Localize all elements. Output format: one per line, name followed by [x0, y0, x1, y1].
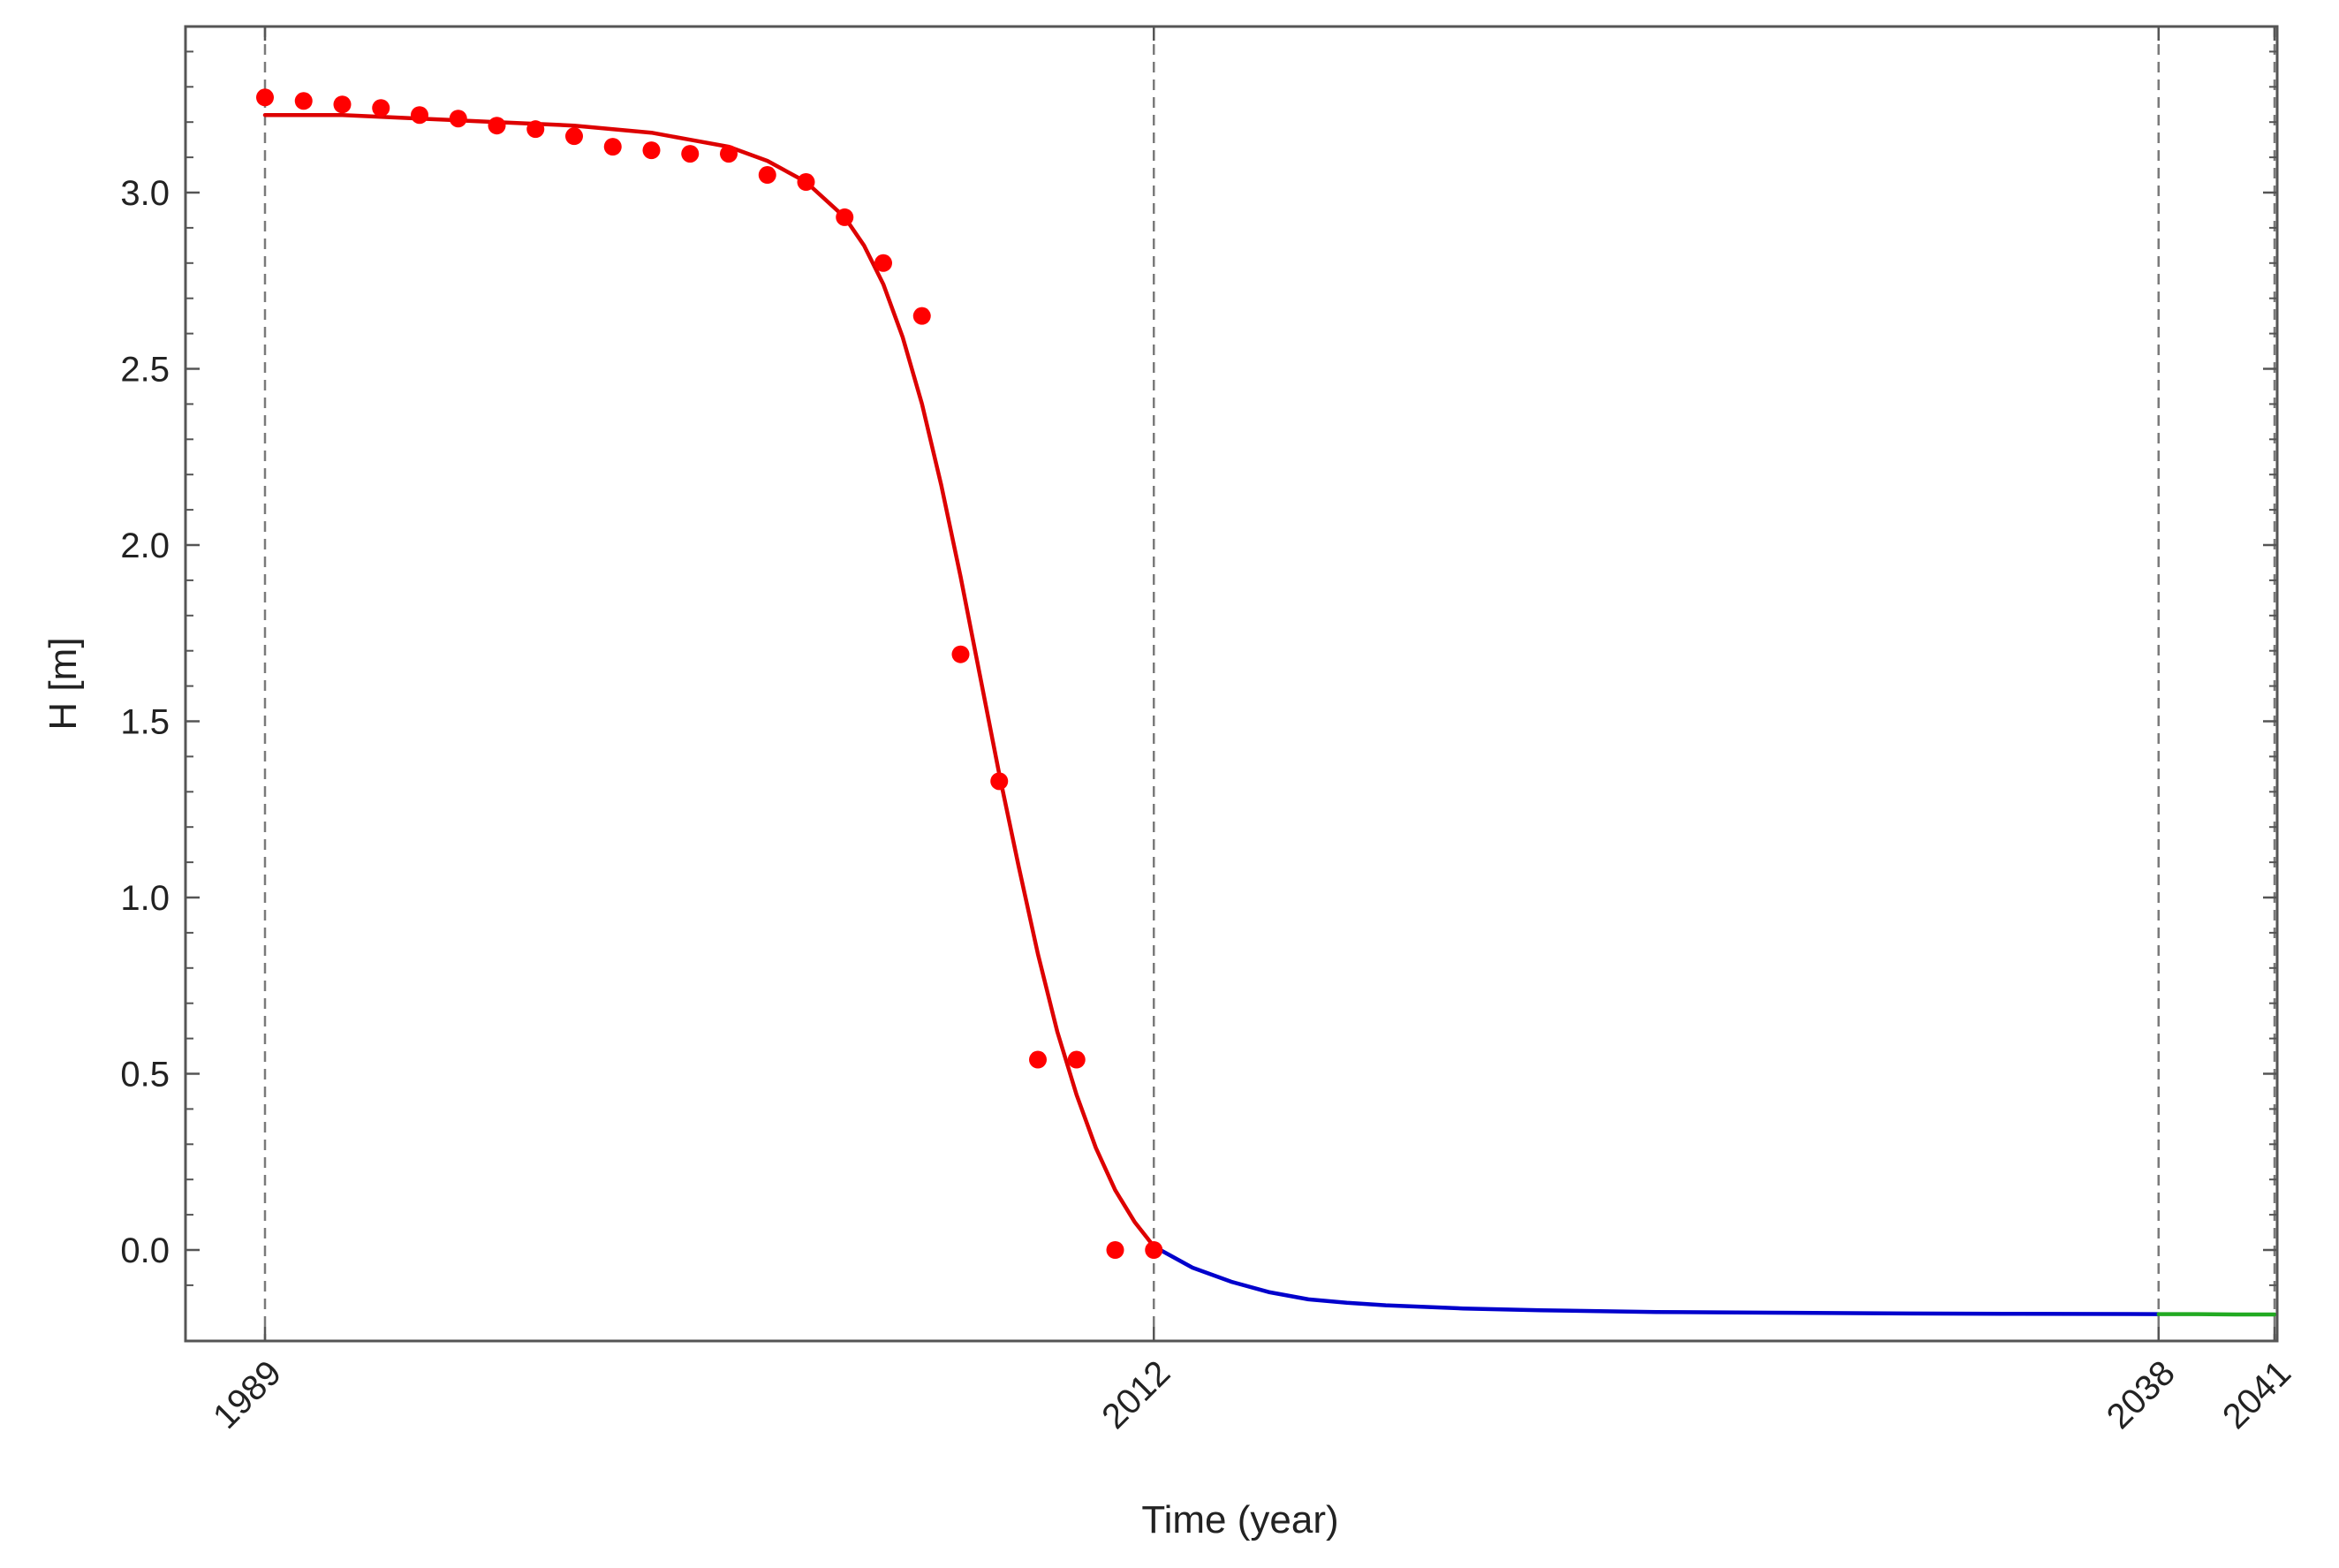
reference-lines — [263, 27, 2276, 1341]
data-point — [681, 145, 700, 163]
y-tick-label: 1.0 — [120, 879, 170, 918]
data-point — [488, 117, 506, 135]
data-point — [411, 106, 428, 125]
x-axis-label: Time (year) — [1141, 1498, 1338, 1541]
data-point — [836, 208, 854, 226]
data-point — [758, 166, 776, 185]
data-point — [1029, 1050, 1047, 1069]
data-point — [912, 307, 931, 325]
data-point — [1067, 1050, 1086, 1069]
data-point — [1106, 1241, 1124, 1259]
y-tick-label: 0.0 — [120, 1231, 170, 1270]
y-tick-label: 1.5 — [120, 703, 170, 742]
series-fit-line — [262, 112, 1156, 1249]
data-point — [565, 127, 583, 146]
series-forecast-line — [1152, 1244, 2161, 1316]
data-point — [603, 138, 622, 156]
data-point — [333, 95, 352, 114]
data-point — [990, 772, 1009, 791]
data-point — [294, 92, 313, 110]
data-point — [372, 99, 390, 117]
data-point — [1145, 1241, 1163, 1259]
data-point — [449, 110, 467, 128]
y-tick-label: 3.0 — [120, 174, 170, 213]
data-point — [797, 173, 815, 192]
data-point — [720, 145, 738, 163]
data-point — [256, 88, 274, 107]
data-point — [526, 120, 545, 139]
plot-frame — [184, 25, 2279, 1343]
data-point — [874, 254, 892, 272]
y-tick-label: 0.5 — [120, 1056, 170, 1095]
y-tick-label: 2.5 — [120, 351, 170, 390]
series-layer — [256, 88, 2277, 1317]
data-point — [951, 645, 970, 663]
data-point — [642, 141, 661, 160]
y-axis-label: H [m] — [42, 637, 85, 730]
y-tick-label: 2.0 — [120, 526, 170, 565]
